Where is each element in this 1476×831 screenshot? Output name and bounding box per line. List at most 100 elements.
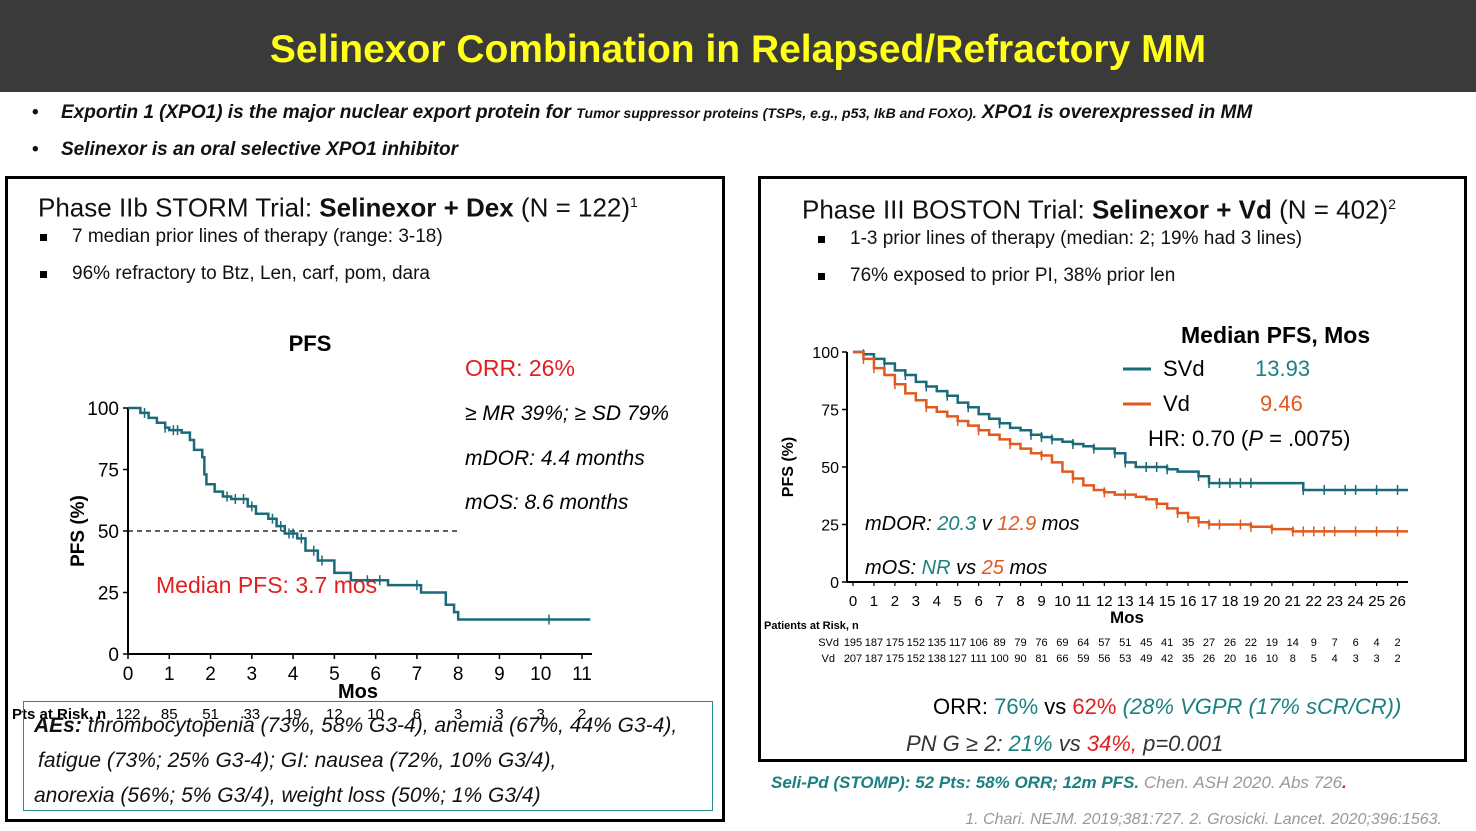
boston-panel: Phase III BOSTON Trial: Selinexor + Vd (… xyxy=(758,176,1467,762)
boston-bullet-1: 1-3 prior lines of therapy (median: 2; 1… xyxy=(818,227,1302,251)
boston-orr: ORR: 76% vs 62% (28% VGPR (17% sCR/CR)) xyxy=(933,694,1401,719)
boston-risk-vd-value: 3 xyxy=(1374,653,1380,665)
boston-risk-svd-value: 106 xyxy=(969,637,987,649)
boston-pn: PN G ≥ 2: 21% vs 34%, p=0.001 xyxy=(906,731,1223,756)
boston-x-tick-label: 1 xyxy=(870,593,878,610)
storm-x-axis-label: Mos xyxy=(338,681,378,703)
boston-risk-svd-value: 175 xyxy=(886,637,904,649)
title-bar: Selinexor Combination in Relapsed/Refrac… xyxy=(0,0,1476,92)
boston-x-tick-label: 24 xyxy=(1347,593,1364,610)
top-bullets: Exportin 1 (XPO1) is the major nuclear e… xyxy=(30,102,1450,176)
slide-title: Selinexor Combination in Relapsed/Refrac… xyxy=(269,28,1207,71)
boston-risk-vd-value: 152 xyxy=(907,653,925,665)
boston-risk-vd-value: 138 xyxy=(928,653,946,665)
boston-x-tick-label: 3 xyxy=(912,593,920,610)
storm-x-tick-label: 4 xyxy=(288,664,299,685)
storm-x-tick-label: 6 xyxy=(370,664,381,685)
boston-risk-vd-value: 3 xyxy=(1353,653,1359,665)
boston-median-svd-value: 13.93 xyxy=(1255,356,1310,381)
boston-x-tick-label: 21 xyxy=(1284,593,1301,610)
boston-risk-vd-label: Vd xyxy=(822,653,835,665)
boston-risk-vd-value: 111 xyxy=(970,653,987,665)
boston-risk-vd-value: 207 xyxy=(844,653,862,665)
bullet-xpo1-text: Exportin 1 (XPO1) is the major nuclear e… xyxy=(61,102,571,123)
boston-risk-vd-value: 8 xyxy=(1290,653,1296,665)
ae-line-1: AEs: thrombocytopenia (73%, 58% G3-4), a… xyxy=(34,714,678,737)
boston-risk-vd-value: 42 xyxy=(1161,653,1173,665)
boston-x-tick-label: 17 xyxy=(1201,593,1218,610)
boston-pts-at-risk-label: Patients at Risk, n xyxy=(764,620,859,632)
boston-risk-svd-value: 22 xyxy=(1245,637,1257,649)
boston-y-axis-label: PFS (%) xyxy=(780,437,797,497)
boston-risk-vd-value: 187 xyxy=(865,653,883,665)
boston-risk-vd-value: 5 xyxy=(1311,653,1317,665)
boston-risk-svd-value: 135 xyxy=(928,637,946,649)
boston-bullet-2: 76% exposed to prior PI, 38% prior len xyxy=(818,264,1175,288)
boston-risk-vd-value: 90 xyxy=(1014,653,1026,665)
boston-risk-svd-value: 41 xyxy=(1161,637,1173,649)
storm-panel: Phase IIb STORM Trial: Selinexor + Dex (… xyxy=(5,176,725,822)
storm-x-tick-label: 8 xyxy=(453,664,464,685)
boston-risk-vd-value: 56 xyxy=(1098,653,1110,665)
boston-risk-svd-value: 187 xyxy=(865,637,883,649)
bullet-xpo1-small: Tumor suppressor proteins (TSPs, e.g., p… xyxy=(576,105,977,121)
boston-x-tick-label: 18 xyxy=(1222,593,1239,610)
ae-line-3: anorexia (56%; 5% G3/4), weight loss (50… xyxy=(34,784,541,807)
boston-risk-vd-value: 20 xyxy=(1224,653,1236,665)
storm-pts-at-risk-value: 2 xyxy=(578,706,586,723)
storm-y-tick-label: 75 xyxy=(98,461,119,482)
storm-x-tick-label: 10 xyxy=(530,664,551,685)
storm-mdor: mDOR: 4.4 months xyxy=(465,447,645,470)
boston-x-tick-label: 25 xyxy=(1368,593,1385,610)
boston-legend-vd-label: Vd xyxy=(1163,391,1190,416)
storm-bullet-2: 96% refractory to Btz, Len, carf, pom, d… xyxy=(40,262,430,286)
boston-x-tick-label: 26 xyxy=(1389,593,1406,610)
boston-risk-svd-value: 27 xyxy=(1203,637,1215,649)
boston-risk-svd-value: 51 xyxy=(1119,637,1131,649)
boston-risk-vd-value: 127 xyxy=(949,653,967,665)
boston-x-tick-label: 12 xyxy=(1096,593,1113,610)
boston-risk-vd-value: 35 xyxy=(1182,653,1194,665)
boston-risk-vd-value: 26 xyxy=(1203,653,1215,665)
storm-pts-at-risk-value: 3 xyxy=(454,706,462,723)
boston-risk-svd-value: 89 xyxy=(993,637,1005,649)
boston-x-tick-label: 10 xyxy=(1054,593,1071,610)
storm-pts-at-risk-value: 51 xyxy=(202,706,219,723)
boston-legend-svd-label: SVd xyxy=(1163,356,1205,381)
storm-x-tick-label: 9 xyxy=(494,664,505,685)
storm-pts-at-risk-value: 3 xyxy=(495,706,503,723)
boston-risk-svd-value: 152 xyxy=(907,637,925,649)
boston-y-tick-label: 25 xyxy=(821,518,839,535)
boston-risk-svd-value: 35 xyxy=(1182,637,1194,649)
storm-x-tick-label: 1 xyxy=(164,664,175,685)
storm-pts-at-risk-value: 33 xyxy=(243,706,260,723)
storm-pts-at-risk-value: 10 xyxy=(367,706,384,723)
bullet-selinexor: Selinexor is an oral selective XPO1 inhi… xyxy=(30,139,1450,161)
boston-risk-svd-value: 195 xyxy=(844,637,862,649)
boston-risk-vd-value: 2 xyxy=(1394,653,1400,665)
storm-pts-at-risk-value: 3 xyxy=(537,706,545,723)
boston-risk-svd-value: 7 xyxy=(1332,637,1338,649)
storm-pts-at-risk-value: 85 xyxy=(161,706,178,723)
boston-risk-svd-value: 4 xyxy=(1374,637,1380,649)
boston-risk-svd-value: 6 xyxy=(1353,637,1359,649)
storm-pts-at-risk-value: 122 xyxy=(115,706,140,723)
storm-x-tick-label: 7 xyxy=(412,664,423,685)
storm-bullet-1: 7 median prior lines of therapy (range: … xyxy=(40,225,443,249)
stomp-footnote: Seli-Pd (STOMP): 52 Pts: 58% ORR; 12m PF… xyxy=(771,773,1347,792)
ae-line-2: fatigue (73%; 25% G3-4); GI: nausea (72%… xyxy=(38,749,557,772)
storm-x-tick-label: 3 xyxy=(247,664,258,685)
storm-title: Phase IIb STORM Trial: Selinexor + Dex (… xyxy=(38,192,638,223)
storm-y-axis-label: PFS (%) xyxy=(68,495,89,567)
storm-x-tick-label: 2 xyxy=(205,664,216,685)
boston-risk-svd-value: 57 xyxy=(1098,637,1110,649)
ae-box: AEs: thrombocytopenia (73%, 58% G3-4), a… xyxy=(23,701,713,811)
storm-y-tick-label: 50 xyxy=(98,522,119,543)
bullet-xpo1-text2: XPO1 is overexpressed in MM xyxy=(981,102,1253,123)
boston-risk-svd-value: 117 xyxy=(949,637,967,649)
boston-x-tick-label: 8 xyxy=(1016,593,1024,610)
boston-risk-vd-value: 81 xyxy=(1035,653,1047,665)
boston-risk-svd-label: SVd xyxy=(818,637,839,649)
